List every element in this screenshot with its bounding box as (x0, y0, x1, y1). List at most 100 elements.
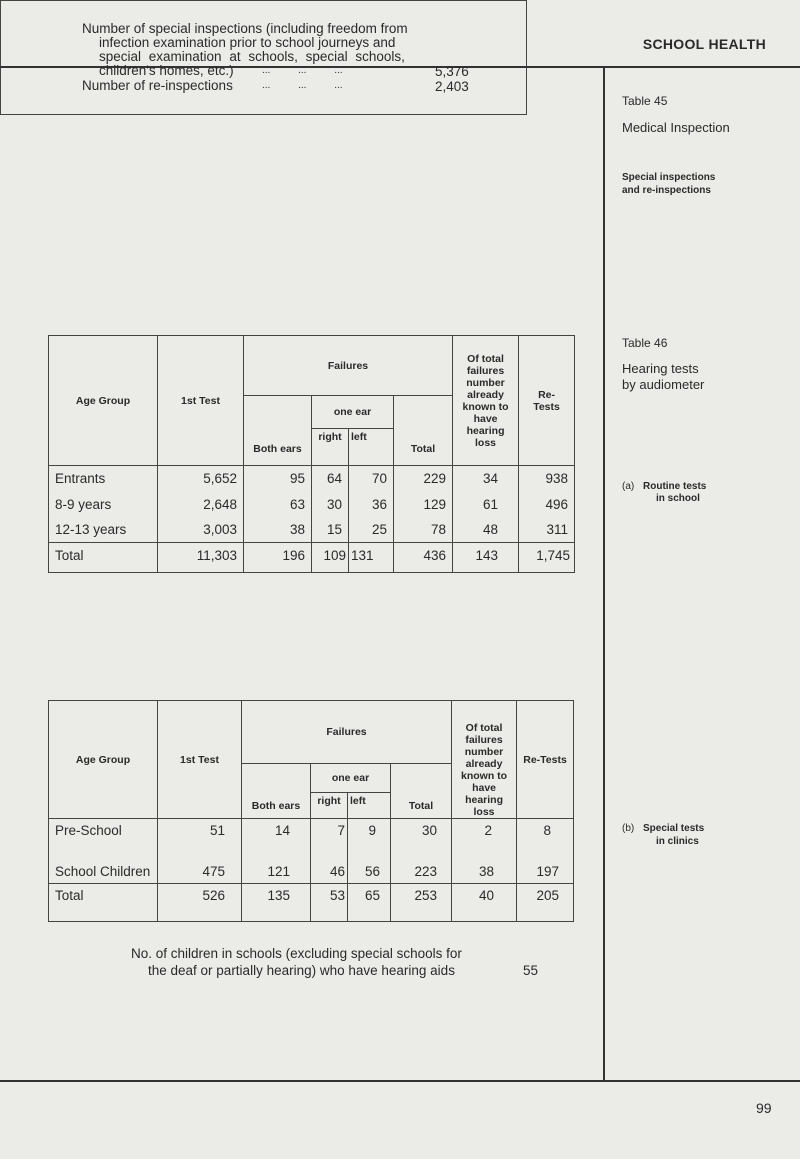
cell-retests: 496 (518, 491, 576, 517)
cell-left: 131 (348, 542, 394, 573)
cell-total: 436 (392, 542, 454, 573)
cell-right: 109 (311, 542, 349, 573)
header-failures: Failures (240, 700, 453, 764)
cell-retests: 1,745 (518, 542, 576, 573)
cell-total: 129 (392, 491, 454, 517)
t45-dots-2: ... ... ... (262, 80, 343, 91)
table46-part-1: Routine tests (643, 481, 707, 492)
header-left: left (348, 428, 394, 466)
hearing-aids-value: 55 (523, 963, 539, 978)
header-right: right (311, 428, 349, 466)
hearing-aids-note-line2: the deaf or partially hearing) who have … (148, 963, 455, 978)
table47-part-label: (b) (622, 823, 635, 834)
cell-total: 253 (389, 883, 453, 922)
header-first-test: 1st Test (157, 335, 244, 466)
hearing-aids-note-line1: No. of children in schools (excluding sp… (131, 946, 462, 961)
cell-age: 12-13 years (48, 516, 158, 543)
cell-both: 135 (241, 883, 311, 922)
cell-known: 2 (451, 818, 518, 843)
header-age-group: Age Group (48, 335, 158, 466)
cell-total: 229 (392, 465, 454, 492)
table-row: Entrants 5,652 95 64 70 229 34 938 (48, 465, 576, 492)
cell-age: School Children (48, 842, 158, 884)
top-rule (0, 66, 800, 68)
cell-first: 475 (157, 842, 242, 884)
header-total: Total (389, 763, 453, 819)
cell-total: 78 (392, 516, 454, 543)
t45-line4: children's homes, etc.) (99, 63, 234, 78)
header-left: left (347, 792, 391, 819)
cell-right: 15 (311, 516, 349, 543)
cell-age: Total (48, 542, 158, 573)
page-number: 99 (756, 1100, 772, 1116)
cell-total: 30 (389, 818, 453, 843)
cell-both: 63 (243, 491, 312, 517)
table47: Age Group 1st Test Failures Of total fai… (48, 700, 575, 922)
bottom-rule (0, 1080, 800, 1082)
table45-subtitle: Medical Inspection (622, 120, 730, 135)
cell-left: 36 (348, 491, 394, 517)
cell-right: 7 (310, 818, 348, 843)
cell-left: 56 (347, 842, 391, 884)
header-one-ear: one ear (310, 763, 391, 793)
header-age-group: Age Group (48, 700, 158, 819)
cell-both: 38 (243, 516, 312, 543)
cell-known: 38 (451, 842, 518, 884)
header-one-ear: one ear (311, 395, 394, 429)
cell-both: 95 (243, 465, 312, 492)
header-retests: Re-Tests (518, 335, 576, 466)
cell-first: 3,003 (157, 516, 244, 543)
table45-caption-1: Special inspections (622, 172, 716, 183)
t45-value2: 2,403 (435, 79, 469, 94)
cell-age: Total (48, 883, 158, 922)
t45-line3: special examination at schools, special … (99, 49, 405, 64)
header-failures: Failures (242, 335, 454, 396)
margin-divider (603, 66, 605, 1081)
table46: Age Group 1st Test Failures Of total fai… (48, 335, 576, 573)
cell-left: 9 (347, 818, 391, 843)
cell-left: 25 (348, 516, 394, 543)
cell-age: 8-9 years (48, 491, 158, 517)
cell-age: Pre-School (48, 818, 158, 843)
t45-line2: infection examination prior to school jo… (99, 35, 396, 50)
table45-caption-2: and re-inspections (622, 185, 711, 196)
cell-retests: 311 (518, 516, 576, 543)
table46-title: Table 46 (622, 336, 668, 350)
cell-first: 5,652 (157, 465, 244, 492)
t45-line1: Number of special inspections (including… (82, 21, 408, 36)
t45-value1: 5,376 (435, 64, 469, 79)
cell-first: 51 (157, 818, 242, 843)
table47-part-2: in clinics (656, 836, 699, 847)
table-row: Pre-School 51 14 7 9 30 2 8 (48, 818, 575, 843)
cell-known: 61 (452, 491, 520, 517)
total-row: Total 526 135 53 65 253 40 205 (48, 883, 575, 922)
table-row: 8-9 years 2,648 63 30 36 129 61 496 (48, 491, 576, 517)
total-row: Total 11,303 196 109 131 436 143 1,745 (48, 542, 576, 573)
cell-known: 34 (452, 465, 520, 492)
cell-first: 526 (157, 883, 242, 922)
cell-known: 40 (451, 883, 518, 922)
cell-retests: 205 (516, 883, 575, 922)
cell-both: 121 (241, 842, 311, 884)
cell-retests: 197 (516, 842, 575, 884)
header-first-test: 1st Test (157, 700, 242, 819)
header-known: Of total failures number already known t… (451, 700, 518, 819)
table-row: School Children 475 121 46 56 223 38 197 (48, 842, 575, 884)
header-both-ears: Both ears (243, 395, 312, 466)
table45-box: Number of special inspections (including… (0, 0, 527, 115)
cell-both: 196 (243, 542, 312, 573)
cell-known: 143 (452, 542, 520, 573)
cell-retests: 938 (518, 465, 576, 492)
header-retests: Re-Tests (516, 700, 575, 819)
cell-right: 46 (310, 842, 348, 884)
running-head: SCHOOL HEALTH (642, 36, 766, 52)
cell-both: 14 (241, 818, 311, 843)
cell-known: 48 (452, 516, 520, 543)
cell-first: 2,648 (157, 491, 244, 517)
table46-part-2: in school (656, 493, 700, 504)
header-right: right (310, 792, 348, 819)
header-known: Of total failures number already known t… (452, 335, 520, 466)
header-total: Total (392, 395, 454, 466)
cell-age: Entrants (48, 465, 158, 492)
cell-retests: 8 (516, 818, 575, 843)
